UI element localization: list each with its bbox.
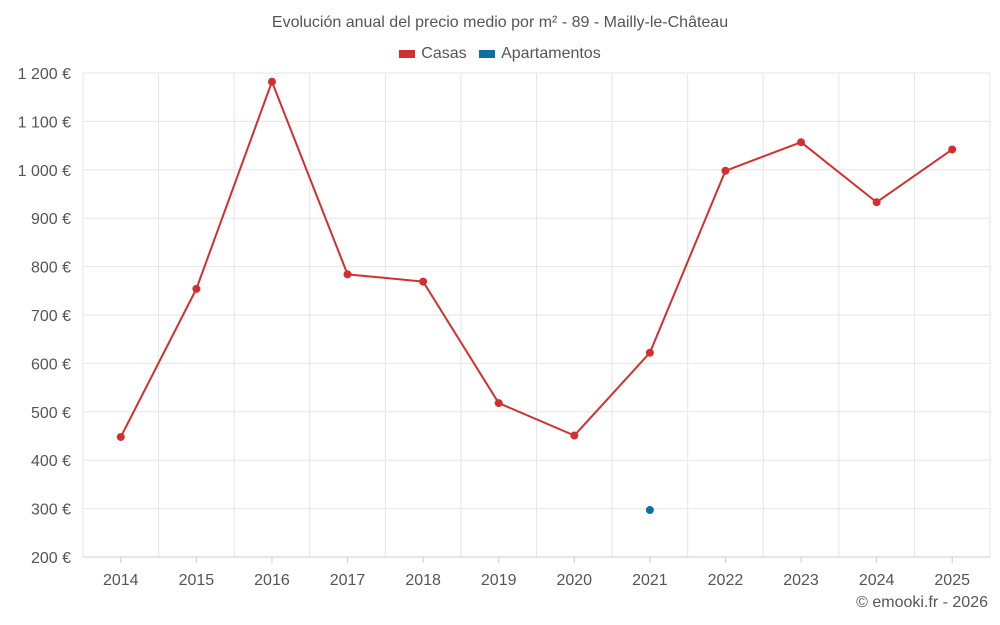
legend-label-casas: Casas — [421, 45, 467, 62]
legend: Casas Apartamentos — [0, 45, 1000, 63]
x-tick-label: 2020 — [556, 572, 592, 589]
axes: 200 € 300 € 400 € 500 € 600 € 700 € 800 € 900 €… — [18, 66, 990, 589]
data-point-casas — [570, 431, 579, 440]
legend-swatch-apartamentos — [479, 50, 496, 58]
y-tick-label: 1 000 € — [18, 163, 71, 180]
x-tick-label: 2015 — [179, 572, 215, 589]
y-tick-label: 800 € — [31, 260, 71, 277]
x-tick-label: 2023 — [783, 572, 819, 589]
copyright-footer: © emooki.fr - 2026 — [856, 594, 988, 611]
data-marks — [116, 77, 957, 515]
data-point-casas — [192, 284, 201, 293]
x-tick-label: 2019 — [481, 572, 517, 589]
data-point-casas — [948, 145, 957, 154]
data-point-casas — [116, 432, 125, 441]
legend-item-apartamentos[interactable]: Apartamentos — [479, 45, 601, 63]
x-tick-label: 2018 — [405, 572, 441, 589]
data-point-casas — [343, 270, 352, 279]
legend-label-apartamentos: Apartamentos — [501, 45, 601, 62]
data-point-casas — [721, 166, 730, 175]
y-tick-label: 300 € — [31, 502, 71, 519]
data-point-casas — [267, 77, 276, 86]
x-tick-label: 2025 — [934, 572, 970, 589]
series-line-casas — [119, 80, 953, 438]
y-tick-label: 900 € — [31, 211, 71, 228]
x-tick-label: 2022 — [708, 572, 744, 589]
data-point-casas — [872, 198, 881, 207]
legend-item-casas[interactable]: Casas — [399, 45, 467, 63]
y-tick-label: 1 100 € — [18, 114, 71, 131]
x-tick-label: 2024 — [859, 572, 895, 589]
legend-swatch-casas — [399, 50, 416, 58]
data-point-apartamentos — [645, 506, 654, 515]
x-tick-label: 2014 — [103, 572, 139, 589]
y-tick-label: 400 € — [31, 453, 71, 470]
y-tick-label: 1 200 € — [18, 66, 71, 83]
data-point-casas — [797, 138, 806, 147]
x-tick-label: 2021 — [632, 572, 668, 589]
y-tick-label: 500 € — [31, 405, 71, 422]
y-tick-label: 200 € — [31, 550, 71, 567]
x-tick-label: 2017 — [330, 572, 366, 589]
x-tick-label: 2016 — [254, 572, 290, 589]
chart-title: Evolución anual del precio medio por m² … — [271, 14, 729, 31]
y-tick-label: 600 € — [31, 356, 71, 373]
grid — [82, 72, 991, 558]
data-point-casas — [494, 399, 503, 408]
data-point-casas — [645, 348, 654, 357]
data-point-casas — [419, 277, 428, 286]
y-tick-label: 700 € — [31, 308, 71, 325]
